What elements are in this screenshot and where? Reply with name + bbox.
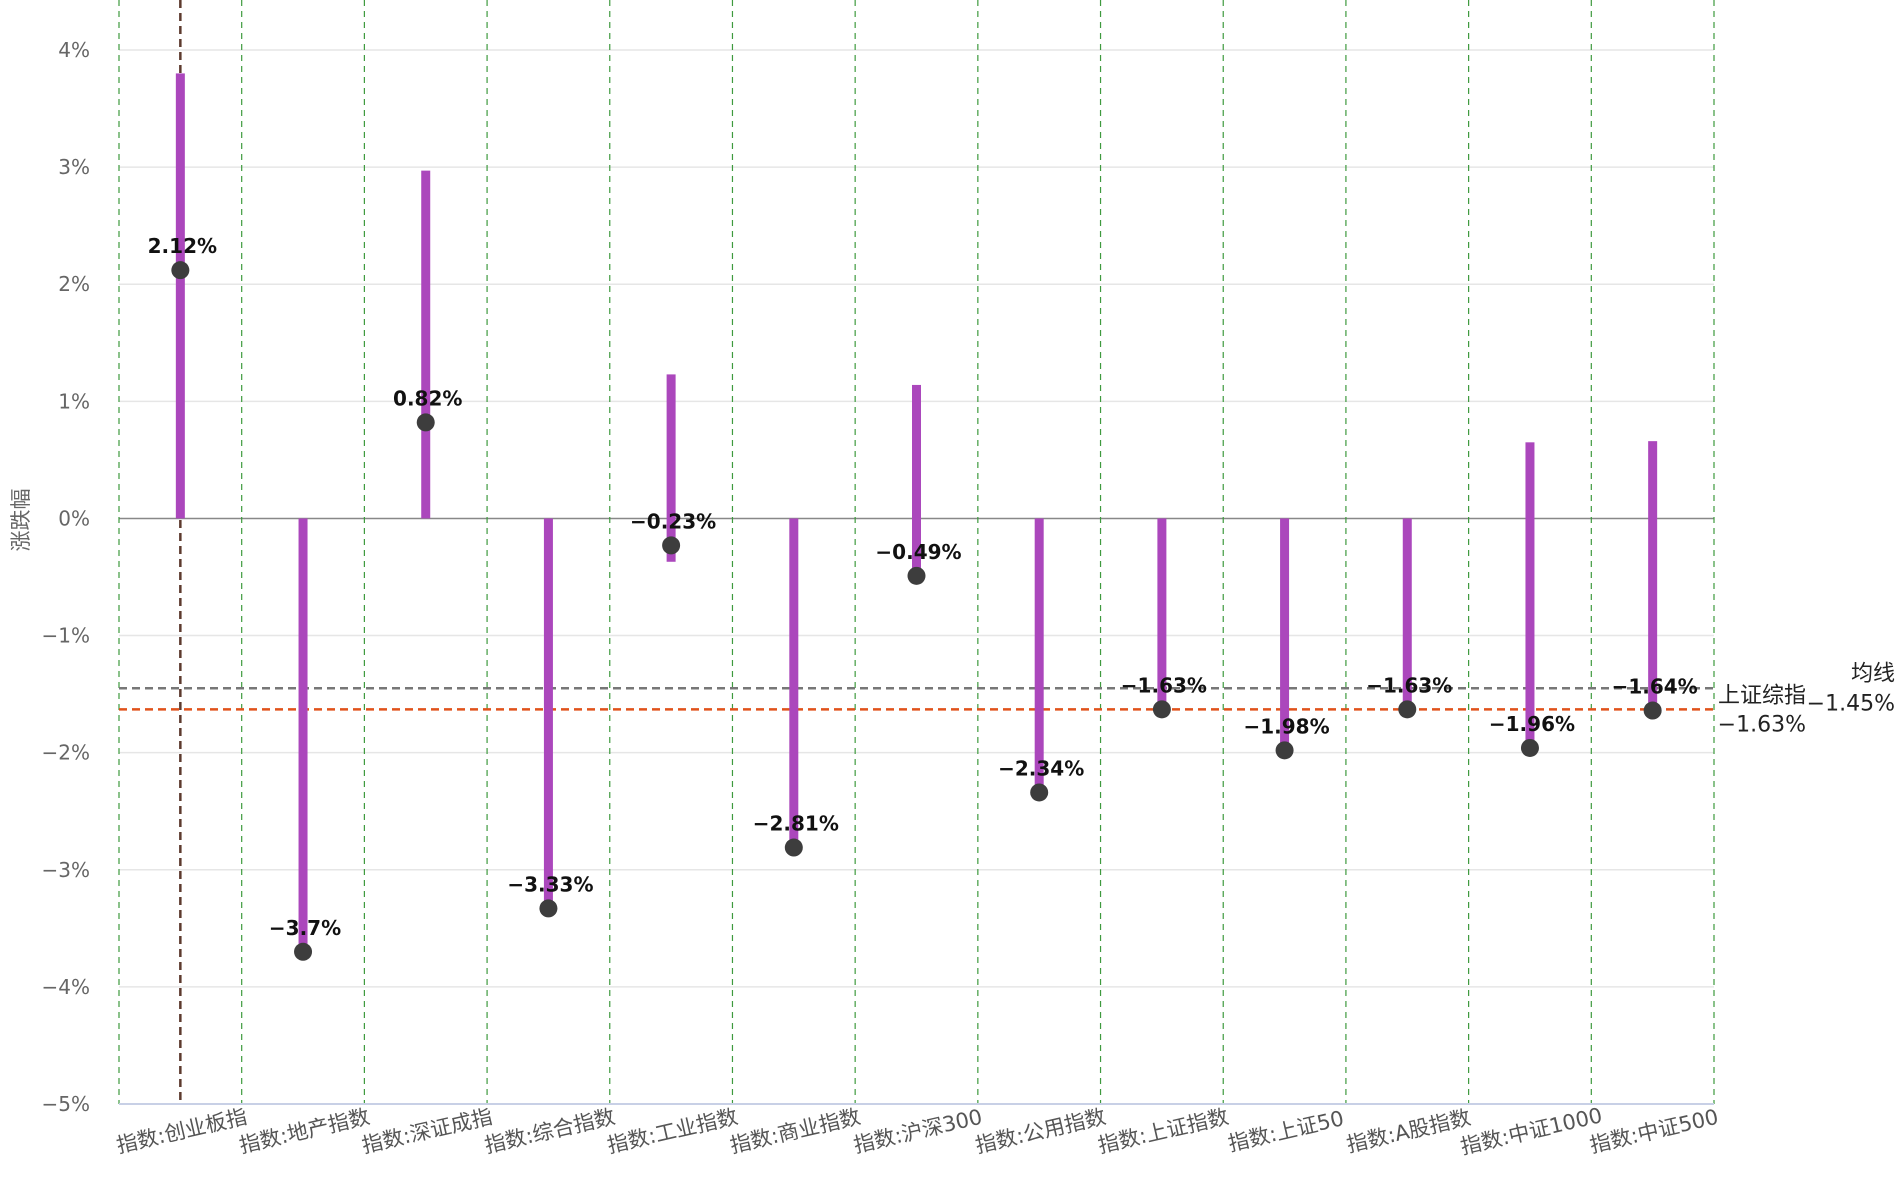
bar	[1034, 518, 1044, 793]
x-tick-label: 指数:工业指数	[605, 1105, 740, 1158]
data-label: −2.81%	[753, 812, 839, 836]
bar	[543, 518, 553, 909]
bar	[1648, 441, 1658, 711]
bar	[789, 518, 799, 848]
data-point	[1152, 700, 1171, 719]
y-tick-label: 2%	[58, 272, 90, 296]
bar	[1402, 518, 1412, 710]
data-point	[416, 413, 435, 432]
x-tick-label: 指数:上证指数	[1096, 1105, 1231, 1158]
data-label: 0.82%	[393, 386, 462, 410]
data-point	[662, 536, 681, 555]
data-label: −1.63%	[1121, 673, 1207, 697]
data-point	[1520, 738, 1539, 757]
data-label: −1.64%	[1612, 675, 1698, 699]
reference-lines: 均线 −1.45%上证综指 −1.63%	[119, 661, 1895, 737]
data-label: −3.33%	[507, 872, 593, 896]
data-point	[784, 838, 803, 857]
x-tick-label: 指数:A股指数	[1344, 1105, 1473, 1157]
data-label: −0.49%	[875, 540, 961, 564]
bar	[298, 518, 308, 952]
bar	[1280, 518, 1290, 751]
bars	[175, 73, 1658, 952]
data-point	[294, 942, 313, 961]
x-tick-label: 指数:地产指数	[237, 1105, 372, 1158]
reference-line-value: −1.45%	[1807, 691, 1895, 716]
data-point	[1643, 701, 1662, 720]
data-label: −1.63%	[1366, 673, 1452, 697]
data-label: −1.98%	[1243, 714, 1329, 738]
y-axis: 4% 3% 2% 1% 0% −1% −2% −3% −4% −5%	[42, 38, 91, 1116]
x-tick-label: 指数:中证1000	[1458, 1103, 1604, 1159]
data-point	[1030, 783, 1049, 802]
bar	[421, 170, 431, 519]
data-point	[171, 261, 190, 280]
data-point	[539, 899, 558, 918]
data-label: −0.23%	[630, 509, 716, 533]
y-tick-label: 3%	[58, 155, 90, 179]
reference-line-name: 上证综指	[1718, 683, 1806, 708]
bar	[1525, 442, 1535, 748]
x-tick-label: 指数:中证500	[1587, 1105, 1720, 1158]
bar	[175, 73, 185, 519]
x-axis: 指数:创业板指指数:地产指数指数:深证成指指数:综合指数指数:工业指数指数:商业…	[114, 1103, 1721, 1159]
x-tick-label: 指数:创业板指	[114, 1105, 249, 1158]
y-tick-label: −2%	[42, 741, 91, 765]
x-tick-label: 指数:公用指数	[973, 1105, 1108, 1158]
y-tick-label: 1%	[58, 389, 90, 413]
data-label: −3.7%	[269, 916, 341, 940]
points	[171, 261, 1662, 961]
y-tick-label: 4%	[58, 38, 90, 62]
bar	[666, 374, 676, 562]
y-tick-label: −3%	[42, 858, 91, 882]
x-tick-label: 指数:深证成指	[360, 1105, 495, 1158]
x-tick-label: 指数:上证50	[1226, 1106, 1346, 1156]
x-tick-label: 指数:沪深300	[851, 1105, 984, 1158]
data-point	[1275, 741, 1294, 760]
data-label: −1.96%	[1489, 712, 1575, 736]
data-label: −2.34%	[998, 756, 1084, 780]
y-tick-label: −4%	[42, 975, 91, 999]
y-axis-label: 涨跌幅	[9, 489, 33, 552]
y-tick-label: −5%	[42, 1092, 91, 1116]
y-tick-label: −1%	[42, 624, 91, 648]
x-tick-label: 指数:商业指数	[728, 1105, 863, 1158]
y-tick-label: 0%	[58, 506, 90, 530]
reference-line-value: −1.63%	[1718, 712, 1806, 737]
bar	[1157, 518, 1167, 710]
data-label: 2.12%	[148, 234, 217, 258]
data-point	[907, 566, 926, 585]
reference-line-name: 均线	[1851, 661, 1895, 686]
bar	[912, 384, 921, 576]
data-point	[1398, 700, 1417, 719]
value-labels: 2.12% −3.7% 0.82% −3.33% −0.23% −2.81% −0.49% −…	[148, 234, 1698, 940]
x-tick-label: 指数:综合指数	[482, 1105, 617, 1158]
